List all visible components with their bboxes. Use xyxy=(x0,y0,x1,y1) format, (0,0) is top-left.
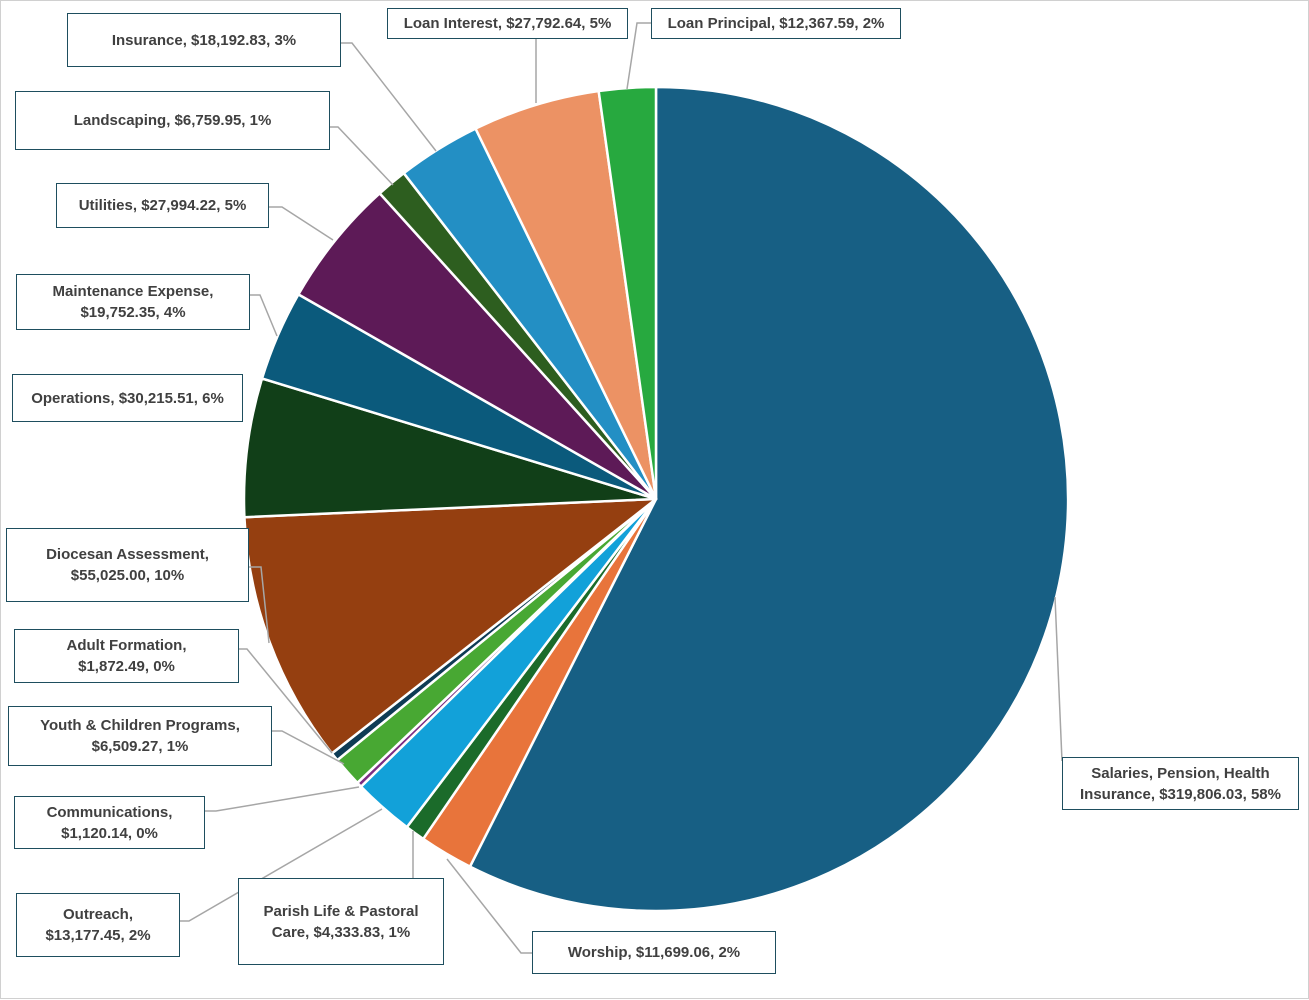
data-label-maintenance-line2: $19,752.35, 4% xyxy=(80,304,186,321)
data-label-utilities-line1: Utilities, $27,994.22, 5% xyxy=(78,197,247,214)
data-label-insurance-line1: Insurance, $18,192.83, 3% xyxy=(111,31,297,49)
data-label-communications-line2: $1,120.14, 0% xyxy=(61,824,158,842)
data-label-loan-principal-line1: Loan Principal, $12,367.59, 2% xyxy=(667,15,885,32)
leader-line-adult-formation xyxy=(239,648,333,754)
data-label-outreach-line2: $13,177.45, 2% xyxy=(45,927,151,944)
data-label-maintenance-line1: Maintenance Expense, xyxy=(52,283,214,300)
data-label-communications: Communications, $1,120.14, 0% xyxy=(14,796,205,849)
data-label-adult-formation-line2: $1,872.49, 0% xyxy=(78,658,175,675)
pie-slice-operations xyxy=(242,377,658,519)
data-label-loan-interest-line1: Loan Interest, $27,792.64, 5% xyxy=(403,15,612,32)
data-label-operations: Operations, $30,215.51, 6% xyxy=(12,374,243,422)
leader-line-landscaping xyxy=(330,126,394,186)
data-label-communications-line1: Communications, xyxy=(46,803,173,821)
data-label-parish-life-line1: Parish Life & Pastoral xyxy=(263,902,419,920)
leader-line-youth-children-programs xyxy=(272,730,345,765)
data-label-youth-line1: Youth & Children Programs, xyxy=(40,717,240,734)
data-label-maintenance: Maintenance Expense, $19,752.35, 4% xyxy=(16,274,250,330)
data-label-worship-line1: Worship, $11,699.06, 2% xyxy=(567,944,741,961)
data-label-worship: Worship, $11,699.06, 2% xyxy=(532,931,776,974)
leader-line-salaries-pension-health-insurance xyxy=(1054,596,1063,762)
leader-line-maintenance-expense xyxy=(250,294,278,337)
data-label-utilities: Utilities, $27,994.22, 5% xyxy=(56,183,269,228)
leader-line-diocesan-assessment xyxy=(249,566,270,644)
data-label-outreach: Outreach, $13,177.45, 2% xyxy=(16,893,180,957)
data-label-adult-formation: Adult Formation, $1,872.49, 0% xyxy=(14,629,239,683)
leader-line-insurance xyxy=(341,42,437,152)
data-label-insurance: Insurance, $18,192.83, 3% xyxy=(67,13,341,67)
pie-slice-salaries-pension-health-insurance xyxy=(468,85,1070,913)
data-label-salaries-line2: Insurance, $319,806.03, 58% xyxy=(1080,785,1281,803)
data-label-parish-life-line2: Care, $4,333.83, 1% xyxy=(271,923,411,941)
data-label-operations-line1: Operations, $30,215.51, 6% xyxy=(31,389,224,407)
data-label-diocesan-line2: $55,025.00, 10% xyxy=(70,567,185,584)
leader-line-utilities xyxy=(269,206,334,241)
data-label-outreach-line1: Outreach, xyxy=(62,906,134,923)
data-label-landscaping-line1: Landscaping, $6,759.95, 1% xyxy=(73,112,272,129)
pie-slices xyxy=(242,85,1070,913)
data-label-salaries-line1: Salaries, Pension, Health xyxy=(1091,764,1270,782)
data-label-landscaping: Landscaping, $6,759.95, 1% xyxy=(15,91,330,150)
data-label-salaries: Salaries, Pension, Health Insurance, $31… xyxy=(1062,757,1299,810)
data-label-youth: Youth & Children Programs, $6,509.27, 1% xyxy=(8,706,272,766)
data-label-diocesan: Diocesan Assessment, $55,025.00, 10% xyxy=(6,528,249,602)
data-label-adult-formation-line1: Adult Formation, xyxy=(66,637,187,654)
data-label-youth-line2: $6,509.27, 1% xyxy=(91,738,189,755)
data-label-loan-interest: Loan Interest, $27,792.64, 5% xyxy=(387,8,628,39)
data-label-parish-life: Parish Life & Pastoral Care, $4,333.83, … xyxy=(238,878,444,965)
leader-line-outreach xyxy=(180,808,383,922)
leader-line-communications xyxy=(205,786,360,812)
data-label-diocesan-line1: Diocesan Assessment, xyxy=(46,546,209,563)
data-label-loan-principal: Loan Principal, $12,367.59, 2% xyxy=(651,8,901,39)
leader-line-worship xyxy=(446,858,532,954)
leader-lines xyxy=(180,22,1063,954)
leader-line-loan-principal xyxy=(626,22,651,90)
